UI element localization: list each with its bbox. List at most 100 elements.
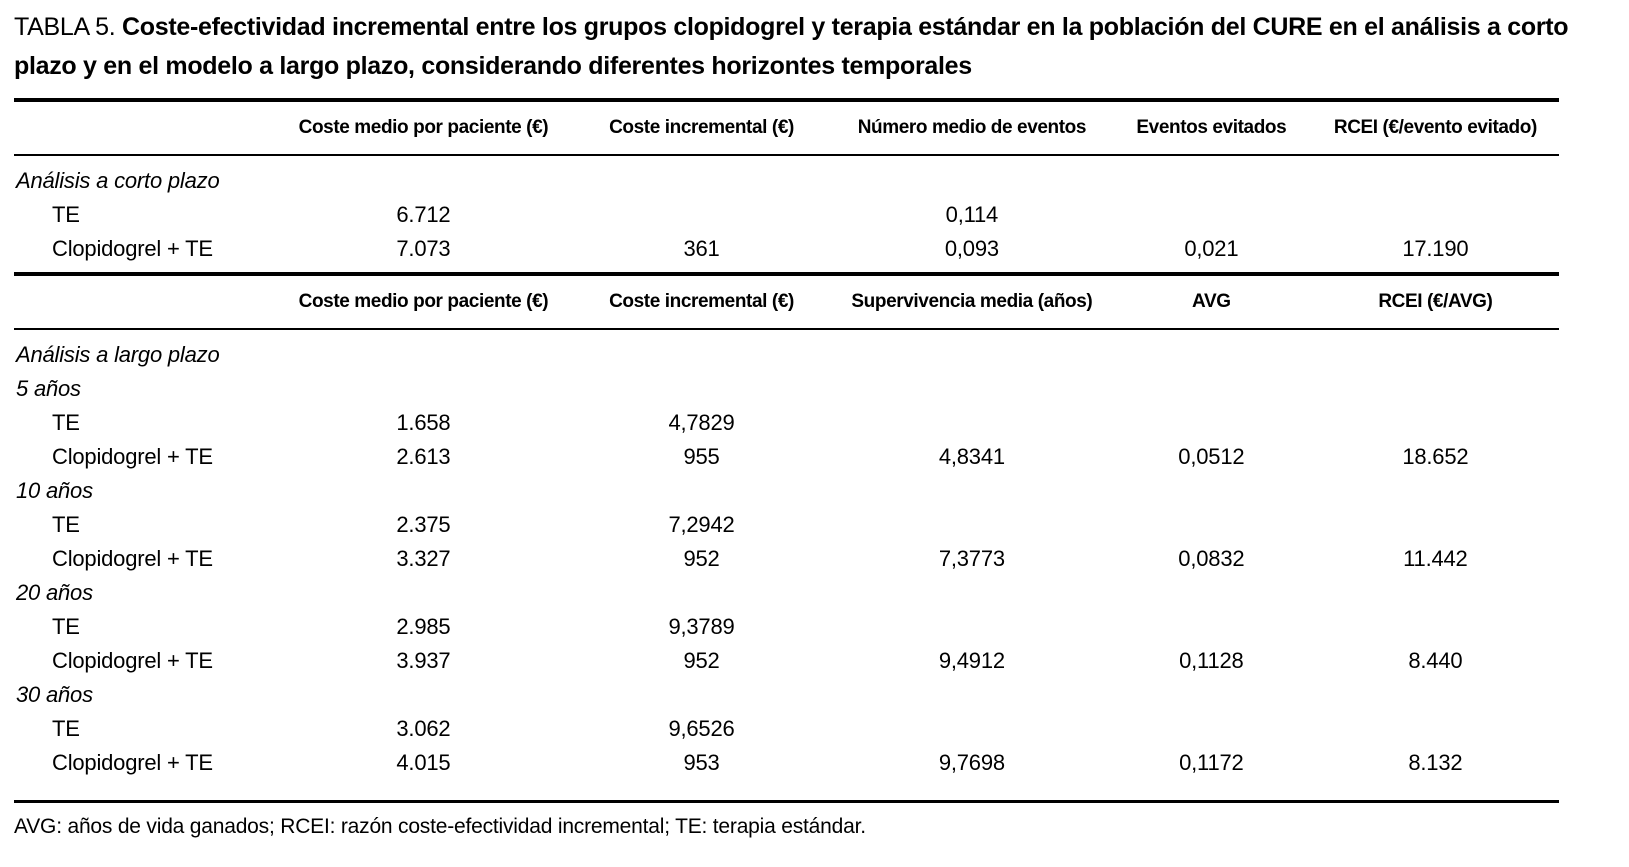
value-cell <box>1111 576 1312 610</box>
value-cell <box>570 198 833 232</box>
value-cell: 7,3773 <box>938 546 1005 571</box>
value-cell <box>1111 508 1312 542</box>
col-header-numero-eventos: Número medio de eventos <box>832 100 1111 156</box>
value-cell: 0,093 <box>944 236 999 261</box>
value-cell: 11.442 <box>1403 546 1468 571</box>
row-label: Clopidogrel + TE <box>52 546 213 571</box>
col-header-rcei-avg: RCEI (€/AVG) <box>1311 274 1559 330</box>
value-cell <box>833 474 1111 508</box>
value-cell <box>1312 372 1559 406</box>
value-cell <box>1111 329 1312 372</box>
value-cell: 953 <box>683 750 720 775</box>
value-cell: 9,4912 <box>938 648 1005 673</box>
value-cell: 0,0832 <box>1178 546 1245 571</box>
section-row: 30 años <box>14 678 1559 712</box>
value-cell: 7.073 <box>396 236 451 261</box>
value-cell: 8.440 <box>1408 648 1463 673</box>
value-cell <box>833 678 1111 712</box>
section-label: 5 años <box>16 376 81 401</box>
value-cell <box>833 372 1111 406</box>
table-row: Clopidogrel + TE 4.015 953 9,7698 0,1172… <box>14 746 1559 802</box>
value-cell: 1.658 <box>396 410 451 435</box>
value-cell: 2.985 <box>396 614 451 639</box>
short-term-table: Coste medio por paciente (€) Coste incre… <box>14 98 1559 272</box>
empty-header-cell <box>14 274 277 330</box>
col-header-coste-medio: Coste medio por paciente (€) <box>276 274 571 330</box>
row-label: TE <box>52 202 80 227</box>
table-row: Clopidogrel + TE 3.327 952 7,3773 0,0832… <box>14 542 1559 576</box>
value-cell <box>1111 372 1312 406</box>
value-cell <box>570 372 833 406</box>
value-cell <box>277 329 571 372</box>
value-cell: 4.015 <box>396 750 451 775</box>
value-cell <box>277 474 571 508</box>
value-cell <box>833 576 1111 610</box>
value-cell: 4,7829 <box>668 410 735 435</box>
table-row: TE 3.062 9,6526 <box>14 712 1559 746</box>
value-cell: 3.062 <box>396 716 451 741</box>
value-cell: 2.375 <box>396 512 451 537</box>
col-header-eventos-evitados: Eventos evitados <box>1110 100 1312 156</box>
value-cell <box>1111 678 1312 712</box>
value-cell <box>833 329 1111 372</box>
table-row: TE 2.375 7,2942 <box>14 508 1559 542</box>
long-term-header-row: Coste medio por paciente (€) Coste incre… <box>14 274 1559 330</box>
value-cell <box>570 329 833 372</box>
empty-header-cell <box>14 100 277 156</box>
col-header-coste-medio: Coste medio por paciente (€) <box>276 100 571 156</box>
value-cell <box>570 155 833 198</box>
section-label: 20 años <box>16 580 93 605</box>
value-cell <box>1312 198 1559 232</box>
value-cell: 3.327 <box>396 546 451 571</box>
row-label: Clopidogrel + TE <box>52 648 213 673</box>
value-cell <box>833 406 1111 440</box>
value-cell <box>1312 712 1559 746</box>
value-cell: 952 <box>683 648 720 673</box>
value-cell: 17.190 <box>1402 236 1469 261</box>
row-label: TE <box>52 614 80 639</box>
value-cell <box>277 678 571 712</box>
table-number: TABLA 5. <box>14 13 116 41</box>
table-row: TE 6.712 0,114 <box>14 198 1559 232</box>
col-header-rcei-evento: RCEI (€/evento evitado) <box>1311 100 1559 156</box>
value-cell <box>833 712 1111 746</box>
value-cell <box>1312 610 1559 644</box>
value-cell: 7,2942 <box>668 512 735 537</box>
section-row: Análisis a largo plazo <box>14 329 1559 372</box>
value-cell <box>1312 155 1559 198</box>
table-row: Clopidogrel + TE 7.073 361 0,093 0,021 1… <box>14 232 1559 272</box>
value-cell <box>277 155 571 198</box>
value-cell: 3.937 <box>396 648 451 673</box>
value-cell <box>833 508 1111 542</box>
value-cell: 2.613 <box>396 444 451 469</box>
value-cell: 952 <box>683 546 720 571</box>
value-cell <box>1111 155 1312 198</box>
table-caption: Coste-efectividad incremental entre los … <box>14 13 1569 80</box>
section-label: 10 años <box>16 478 93 503</box>
value-cell <box>277 372 571 406</box>
value-cell <box>570 474 833 508</box>
value-cell <box>570 678 833 712</box>
row-label: TE <box>52 410 80 435</box>
col-header-coste-incremental: Coste incremental (€) <box>570 100 833 156</box>
value-cell <box>1111 474 1312 508</box>
section-row: 20 años <box>14 576 1559 610</box>
value-cell <box>570 576 833 610</box>
value-cell <box>1111 610 1312 644</box>
long-term-table: Coste medio por paciente (€) Coste incre… <box>14 272 1559 803</box>
value-cell: 0,021 <box>1184 236 1239 261</box>
value-cell <box>833 610 1111 644</box>
row-label: TE <box>52 716 80 741</box>
value-cell: 4,8341 <box>938 444 1005 469</box>
value-cell <box>1312 474 1559 508</box>
table-row: Clopidogrel + TE 2.613 955 4,8341 0,0512… <box>14 440 1559 474</box>
value-cell: 6.712 <box>396 202 451 227</box>
value-cell <box>1312 576 1559 610</box>
value-cell: 9,7698 <box>938 750 1005 775</box>
value-cell <box>1312 329 1559 372</box>
value-cell: 0,1172 <box>1179 750 1244 775</box>
section-label: Análisis a corto plazo <box>16 168 220 193</box>
col-header-coste-incremental: Coste incremental (€) <box>570 274 833 330</box>
row-label: TE <box>52 512 80 537</box>
